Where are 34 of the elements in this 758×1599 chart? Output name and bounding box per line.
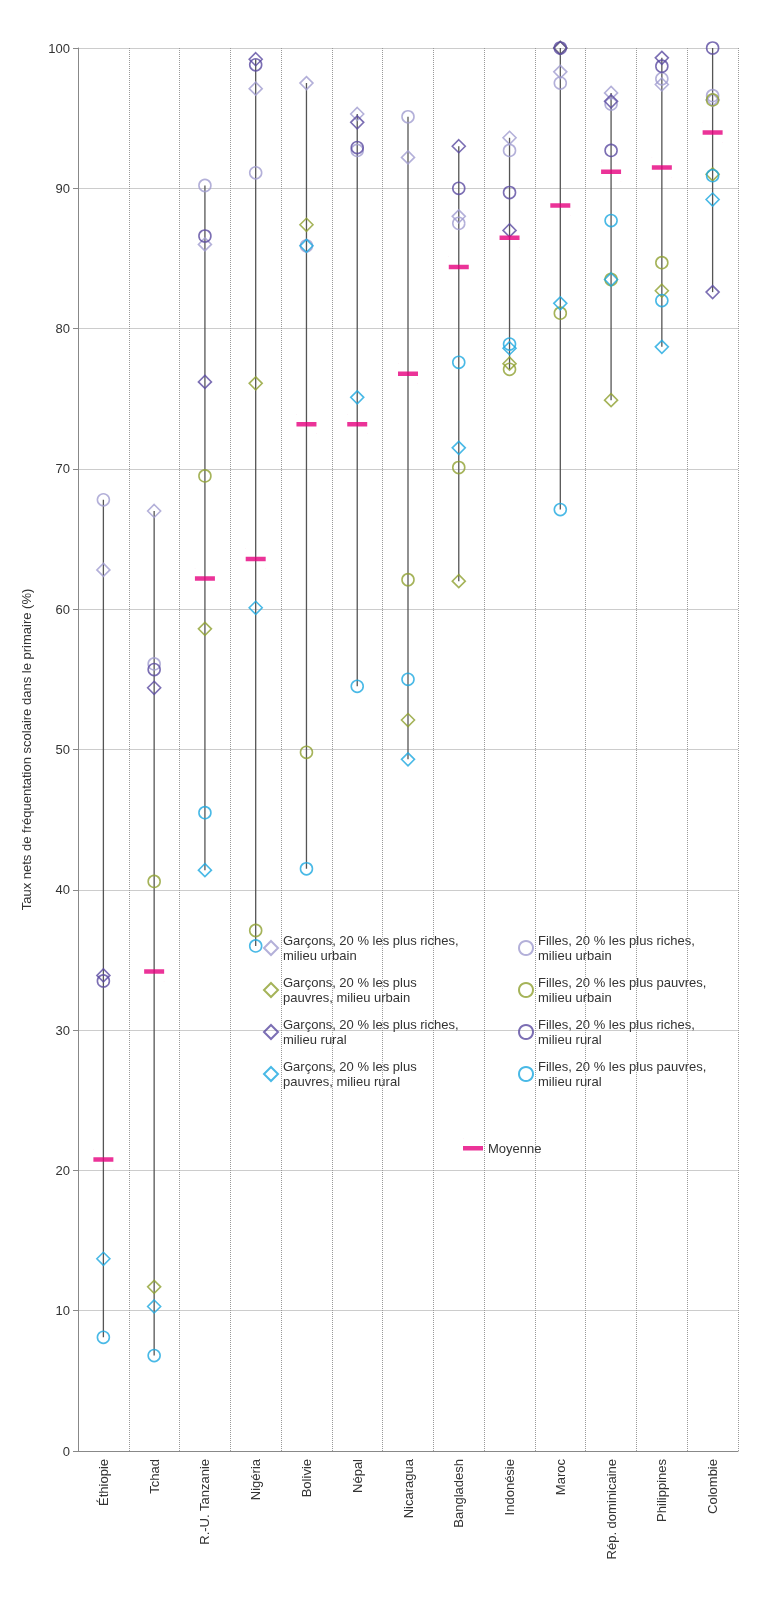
y-tick-label: 20	[55, 1162, 70, 1178]
x-tick-label: Indonésie	[502, 1459, 518, 1516]
y-tick-label: 0	[62, 1443, 70, 1459]
legend-label: Filles, 20 % les plus riches, milieu urbain	[538, 933, 699, 963]
y-tick-label: 10	[55, 1303, 70, 1319]
x-tick-label: Tchad	[146, 1459, 162, 1494]
y-tick-label: 100	[48, 40, 70, 56]
x-tick-label: Rép. dominicaine	[603, 1459, 619, 1560]
x-tick-label: Maroc	[552, 1458, 568, 1496]
legend-label: Filles, 20 % les plus riches, milieu rural	[538, 1017, 699, 1047]
x-tick-label: Nigéria	[248, 1458, 264, 1501]
legend-label: Garçons, 20 % les plus pauvres, milieu urbain	[283, 975, 421, 1005]
y-axis-title: Taux nets de fréquentation scolaire dans le primaire (%)	[19, 588, 34, 911]
x-tick-label: Bolivie	[298, 1459, 314, 1498]
legend-label: Filles, 20 % les plus pauvres, milieu urbain	[538, 975, 710, 1005]
y-tick-label: 60	[55, 601, 70, 617]
y-tick-label: 30	[55, 1022, 70, 1038]
x-tick-label: Colombie	[705, 1459, 721, 1514]
x-tick-label: Nicaragua	[400, 1458, 416, 1519]
legend-label: Moyenne	[488, 1140, 542, 1156]
x-tick-label: Philippines	[654, 1458, 670, 1522]
y-tick-label: 50	[55, 742, 70, 757]
y-tick-label: 80	[55, 321, 70, 337]
y-tick-label: 40	[55, 882, 70, 898]
x-tick-label: Éthiopie	[95, 1459, 111, 1506]
x-tick-label: Bangladesh	[451, 1459, 467, 1528]
y-tick-label: 90	[55, 180, 70, 196]
x-tick-label: R.-U. Tanzanie	[197, 1459, 213, 1545]
x-tick-label: Népal	[349, 1458, 365, 1493]
legend-label: Garçons, 20 % les plus pauvres, milieu rural	[283, 1059, 421, 1089]
legend-label: Garçons, 20 % les plus riches, milieu rural	[283, 1017, 463, 1047]
legend-label: Filles, 20 % les plus pauvres, milieu rural	[538, 1059, 710, 1089]
legend-label: Garçons, 20 % les plus riches, milieu urbain	[283, 933, 463, 963]
y-tick-label: 70	[55, 461, 70, 477]
